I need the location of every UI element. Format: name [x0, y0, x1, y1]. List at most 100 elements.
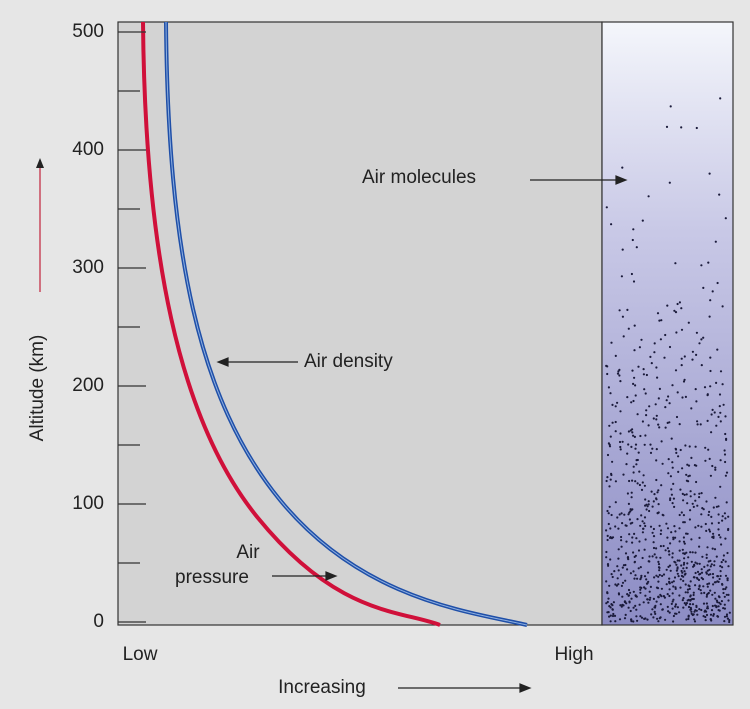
dot — [608, 605, 611, 608]
dot — [718, 601, 721, 604]
dot — [719, 411, 722, 414]
dot — [683, 570, 686, 573]
dot — [661, 608, 664, 611]
dot — [634, 447, 637, 450]
dot — [678, 513, 681, 517]
dot — [673, 505, 676, 508]
dot — [646, 618, 649, 621]
dot — [624, 563, 627, 567]
dot — [660, 319, 663, 322]
dot — [607, 564, 610, 567]
dot — [728, 620, 731, 624]
dot — [624, 524, 627, 527]
dot — [682, 536, 686, 539]
dot — [675, 451, 678, 454]
dot — [713, 560, 716, 563]
dot — [616, 577, 619, 580]
dot — [725, 501, 728, 504]
dot — [620, 545, 623, 548]
dot — [711, 408, 714, 411]
dot — [715, 555, 718, 558]
dot — [645, 508, 648, 511]
dot — [696, 420, 699, 423]
dot — [638, 540, 641, 543]
dot — [662, 514, 665, 517]
dot — [724, 587, 727, 591]
dot — [606, 591, 609, 594]
dot — [719, 570, 722, 573]
dot — [701, 555, 704, 558]
dot — [639, 434, 642, 438]
dot — [686, 502, 689, 505]
y-tick-label: 400 — [72, 139, 104, 160]
dot — [631, 369, 634, 372]
dot — [652, 535, 656, 538]
arrows — [216, 175, 628, 693]
dot — [679, 578, 682, 581]
dot — [635, 595, 638, 598]
dot — [699, 589, 702, 592]
dot — [673, 525, 676, 528]
dot — [693, 620, 697, 623]
dot — [630, 597, 633, 600]
dot — [632, 620, 635, 623]
dot — [683, 552, 686, 555]
dot — [682, 514, 686, 517]
dot — [726, 577, 729, 580]
dot — [689, 551, 692, 554]
dot — [670, 493, 674, 496]
dot — [620, 605, 623, 608]
dot — [719, 574, 722, 578]
dot — [700, 264, 703, 267]
dot — [683, 561, 686, 565]
dot — [609, 614, 612, 617]
dot — [629, 508, 632, 511]
dot — [721, 519, 724, 522]
dot — [694, 584, 697, 587]
dot — [686, 532, 689, 535]
dot — [613, 570, 616, 573]
dot — [692, 591, 695, 594]
dot — [621, 522, 624, 525]
dot — [726, 579, 729, 582]
dot — [695, 480, 698, 484]
dot — [647, 503, 650, 506]
dot — [607, 611, 610, 614]
dot — [708, 530, 712, 533]
dot — [606, 538, 609, 542]
dot — [621, 581, 625, 584]
dot — [605, 556, 608, 559]
dot — [655, 418, 658, 421]
dot — [661, 462, 664, 465]
dot — [648, 590, 651, 593]
dot — [713, 411, 716, 414]
dot — [672, 497, 676, 500]
dot — [703, 591, 706, 595]
dot — [667, 565, 670, 569]
dot — [724, 537, 727, 540]
dot — [719, 565, 722, 568]
dot — [642, 373, 646, 376]
dot — [696, 613, 699, 616]
dot — [644, 392, 647, 395]
dot — [724, 474, 728, 477]
dot — [708, 315, 711, 318]
dot — [646, 598, 649, 601]
dot — [680, 564, 683, 567]
dot — [656, 376, 659, 379]
dot — [632, 606, 635, 609]
dot — [715, 599, 719, 602]
dot — [643, 548, 646, 551]
dot — [630, 445, 633, 448]
dot — [634, 480, 637, 483]
dot — [635, 463, 638, 466]
dot — [724, 574, 728, 577]
dot — [688, 585, 691, 588]
dot — [619, 380, 622, 383]
dot — [693, 563, 696, 566]
dot — [652, 597, 656, 601]
dot — [700, 492, 703, 495]
dot — [644, 524, 647, 528]
dot — [728, 619, 731, 622]
dot — [633, 577, 636, 580]
